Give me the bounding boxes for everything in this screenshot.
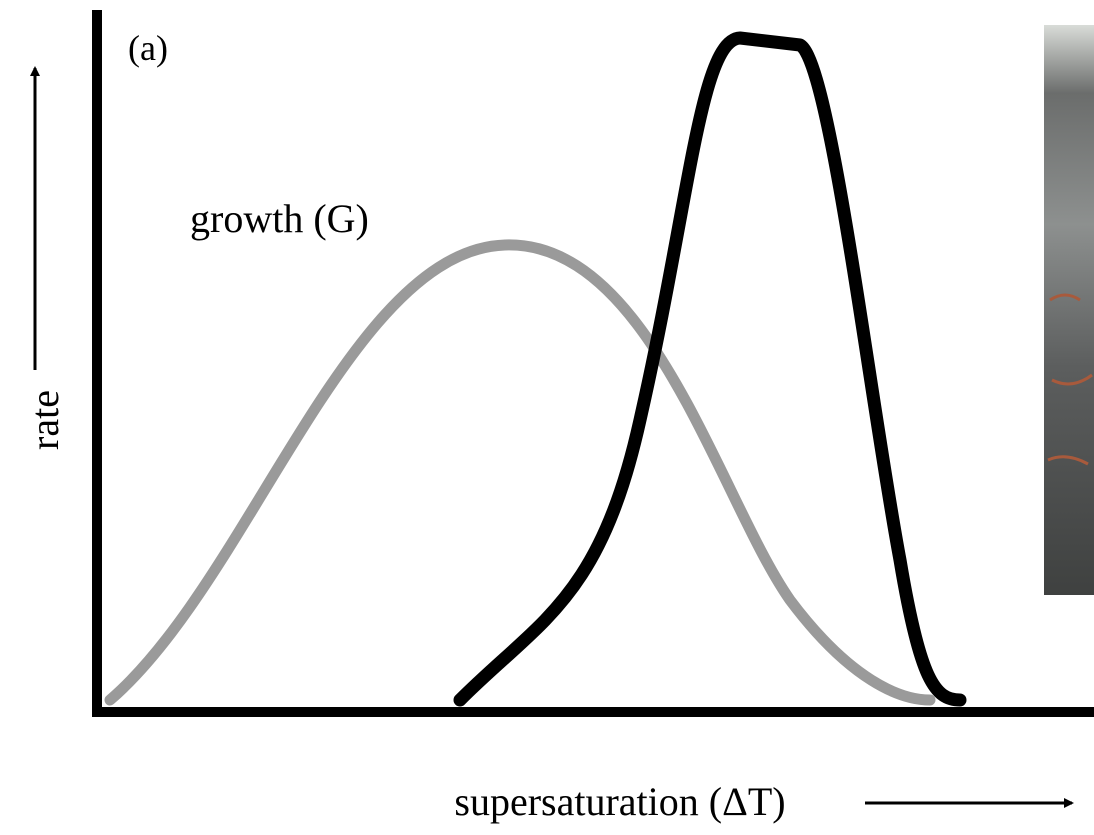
photo-inset <box>1044 25 1094 595</box>
nucleation-curve <box>453 31 967 707</box>
x-axis-label: supersaturation (ΔT) <box>454 779 785 824</box>
growth-curve <box>104 239 936 706</box>
curve-label: growth (G) <box>190 196 369 241</box>
panel-label: (a) <box>128 28 168 68</box>
photo-texture <box>1047 293 1093 466</box>
y-axis-label: rate <box>22 390 67 450</box>
